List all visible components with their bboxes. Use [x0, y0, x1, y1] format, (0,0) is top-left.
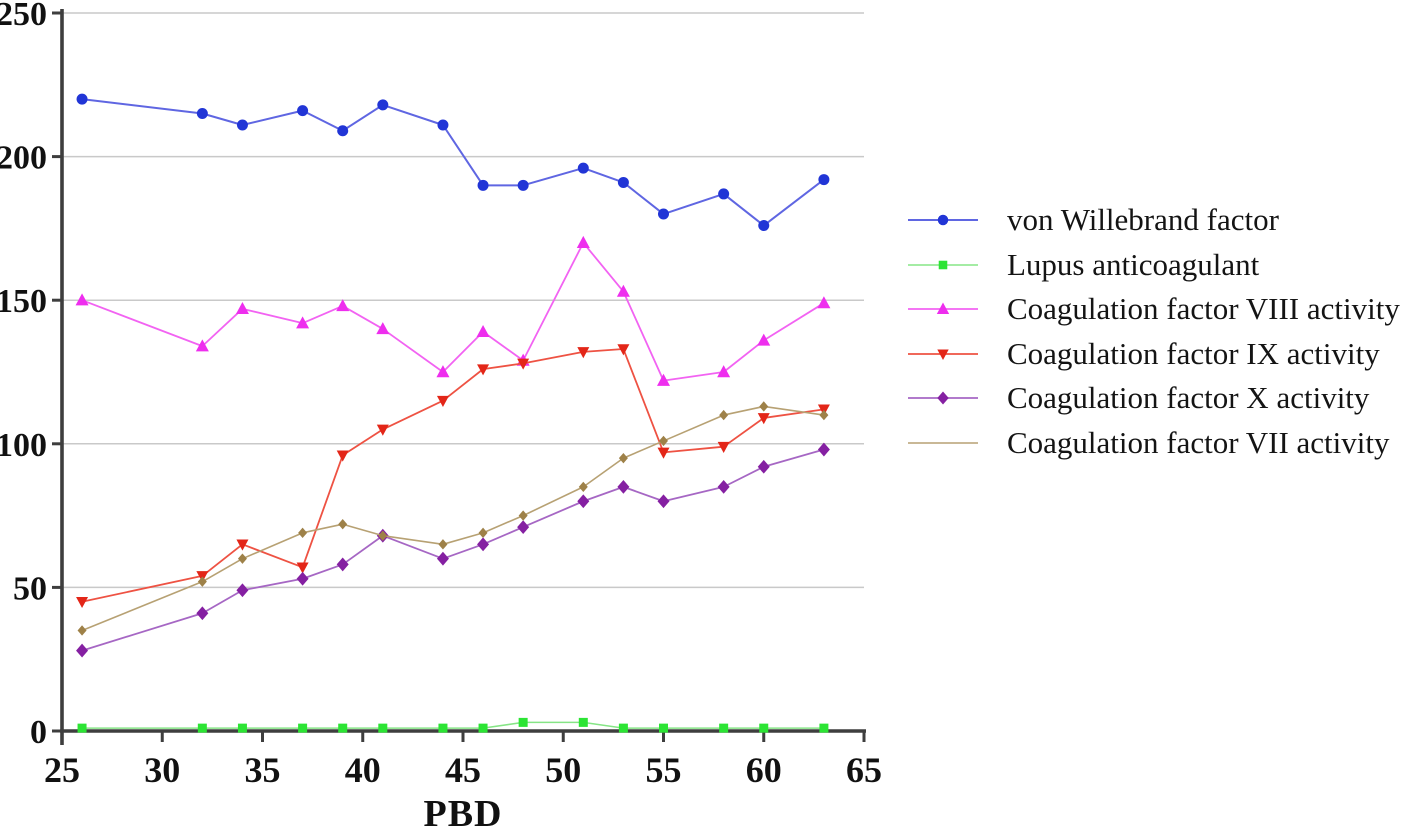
- legend-item-factor-viii: Coagulation factor VIII activity: [905, 287, 1418, 332]
- axes: [52, 9, 866, 745]
- series-coagulation-factor-x-activity: [76, 442, 830, 658]
- legend-label: von Willebrand factor: [1007, 202, 1279, 238]
- series-von-willebrand-factor: [76, 93, 830, 232]
- y-tick-label: 100: [0, 427, 47, 464]
- gridlines: [62, 12, 864, 589]
- legend-label: Lupus anticoagulant: [1007, 246, 1260, 282]
- line-circle-marker-icon: [908, 215, 978, 226]
- x-tick-label: 65: [846, 750, 882, 790]
- legend-item-factor-x: Coagulation factor X activity: [905, 376, 1418, 421]
- legend-label: Coagulation factor VIII activity: [1007, 291, 1400, 327]
- x-axis-title: PBD: [423, 793, 503, 832]
- x-tick-label: 40: [345, 750, 381, 790]
- x-tick-label: 55: [646, 750, 682, 790]
- line-square-marker-icon: [908, 260, 978, 270]
- x-tick-label: 25: [44, 750, 80, 790]
- legend: von Willebrand factor Lupus anticoagulan…: [905, 198, 1418, 465]
- y-tick-label: 150: [0, 283, 47, 320]
- x-tick-label: 35: [245, 750, 281, 790]
- x-tick-label: 30: [144, 750, 180, 790]
- x-tick-label: 60: [746, 750, 782, 790]
- legend-label: Coagulation factor VII activity: [1007, 424, 1390, 460]
- y-tick-label: 50: [13, 570, 47, 607]
- y-tick-label: 250: [0, 0, 47, 33]
- line-triangle-down-marker-icon: [908, 349, 978, 360]
- series-coagulation-factor-viii-activity: [75, 235, 831, 386]
- y-tick-label: 0: [30, 714, 47, 751]
- legend-label: Coagulation factor X activity: [1007, 380, 1370, 416]
- x-tick-label: 50: [545, 750, 581, 790]
- legend-item-von-willebrand-factor: von Willebrand factor: [905, 198, 1418, 243]
- series-lupus-anticoagulant: [77, 717, 829, 733]
- legend-label: Coagulation factor IX activity: [1007, 335, 1380, 371]
- legend-item-factor-vii: Coagulation factor VII activity: [905, 421, 1418, 466]
- tick-labels: 0 50 100 150 200 250 25 30 35 40 45 50 55 60 65: [0, 0, 882, 790]
- series-coagulation-factor-vii-activity: [77, 401, 829, 636]
- line-marker-icon: [908, 441, 978, 444]
- plot-area: 0 50 100 150 200 250 25 30 35 40 45 50 55 60 65: [0, 0, 882, 790]
- y-tick-label: 200: [0, 140, 47, 177]
- series-coagulation-factor-ix-activity: [76, 344, 830, 609]
- x-tick-label: 45: [445, 750, 481, 790]
- line-triangle-up-marker-icon: [908, 302, 978, 315]
- legend-item-factor-ix: Coagulation factor IX activity: [905, 332, 1418, 377]
- line-diamond-marker-icon: [908, 391, 978, 405]
- legend-item-lupus-anticoagulant: Lupus anticoagulant: [905, 243, 1418, 288]
